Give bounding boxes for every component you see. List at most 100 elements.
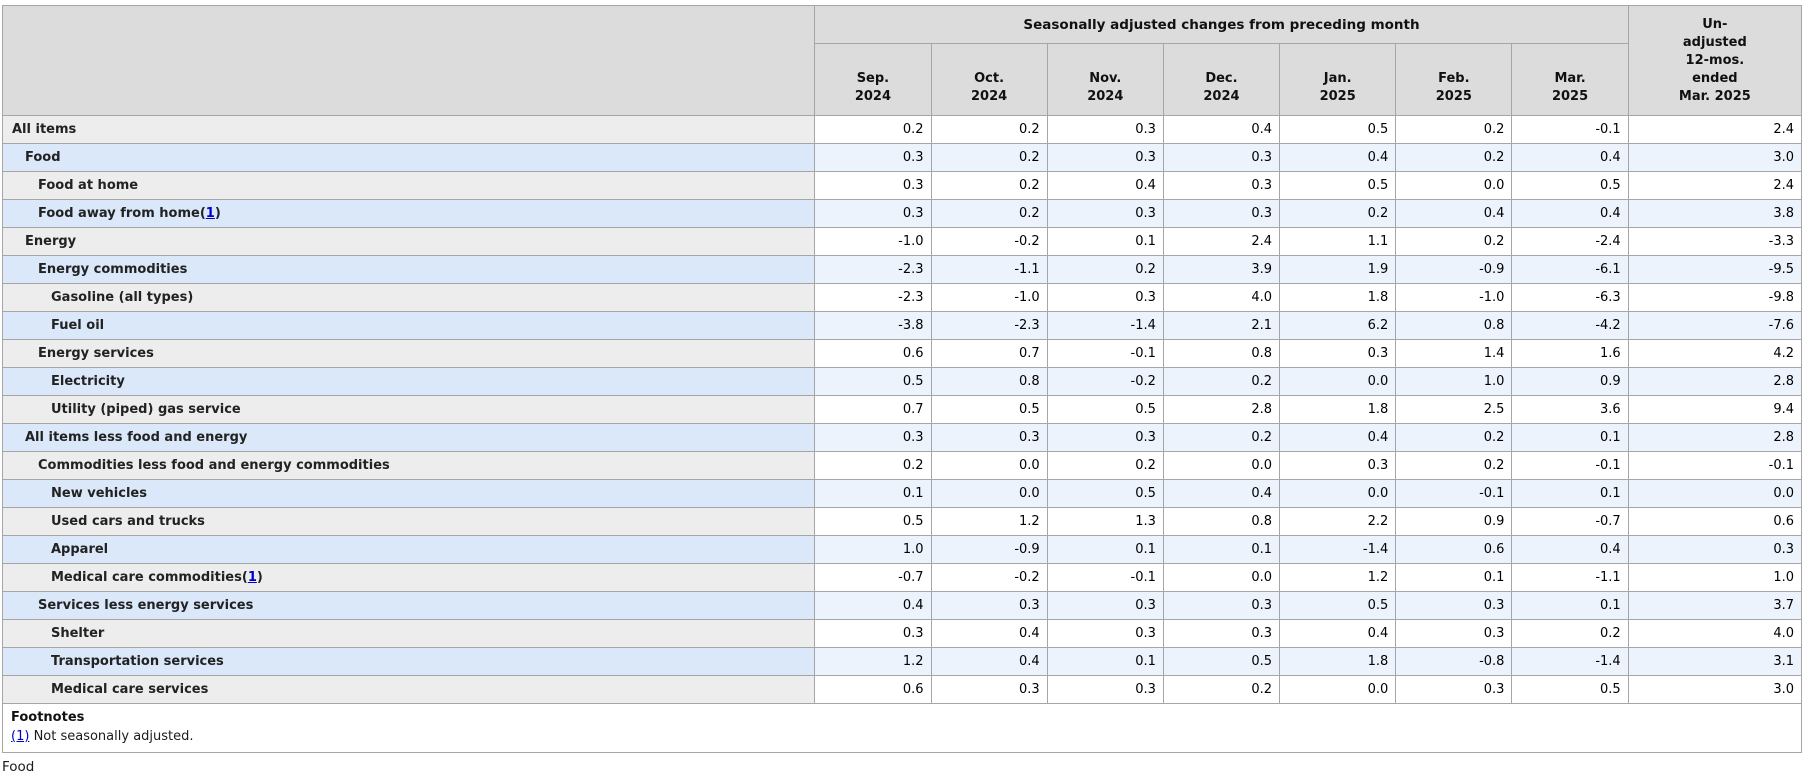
footnote-1-link[interactable]: (1) [11,729,30,744]
value-cell: 0.2 [930,143,1048,172]
cpi-table: Seasonally adjusted changes from precedi… [1,5,1803,704]
value-cell: 0.1 [1511,423,1629,452]
row-label: All items less food and energy [1,423,816,452]
value-cell: -1.4 [1279,535,1397,564]
value-cell: 0.1 [1511,479,1629,508]
value-cell: 0.4 [1279,423,1397,452]
value-cell: -2.3 [930,311,1048,340]
value-cell: 0.1 [1162,535,1281,564]
footnotes-section: Footnotes (1) Not seasonally adjusted. [2,704,1802,753]
value-cell: 0.3 [814,619,932,648]
value-cell: 0.3 [1627,535,1803,564]
value-cell: -0.7 [1511,507,1629,536]
row-label: Medical care commodities(1) [1,563,816,592]
value-cell: 2.8 [1627,423,1803,452]
value-cell: -9.5 [1627,255,1803,284]
value-cell: 0.3 [814,143,932,172]
value-cell: -0.2 [1046,367,1164,396]
value-cell: 0.5 [1511,171,1629,200]
row-label: Medical care services [1,675,816,704]
value-cell: 0.6 [1627,507,1803,536]
value-cell: 0.4 [814,591,932,620]
value-cell: 0.2 [1395,143,1513,172]
table-row: Food 0.3 0.2 0.3 0.3 0.4 0.2 0.4 3.0 [1,143,1803,172]
value-cell: 0.7 [930,339,1048,368]
value-cell: 0.2 [1511,619,1629,648]
value-cell: 0.6 [814,675,932,704]
value-cell: 0.9 [1511,367,1629,396]
row-label: Energy services [1,339,816,368]
footnote-1-text: Not seasonally adjusted. [33,729,194,744]
value-cell: 3.7 [1627,591,1803,620]
row-label: Gasoline (all types) [1,283,816,312]
footnote-ref-link[interactable]: 1 [205,206,215,221]
value-cell: 0.3 [1046,675,1164,704]
value-cell: 0.2 [1279,199,1397,228]
table-row: All items 0.2 0.2 0.3 0.4 0.5 0.2 -0.1 2.4 [1,115,1803,144]
value-cell: 0.9 [1395,507,1513,536]
value-cell: 1.0 [1627,563,1803,592]
value-cell: 0.0 [1162,563,1281,592]
value-cell: 0.2 [1162,367,1281,396]
value-cell: 0.3 [1162,619,1281,648]
value-cell: 2.8 [1162,395,1281,424]
row-label: Shelter [1,619,816,648]
value-cell: 2.4 [1627,115,1803,144]
value-cell: 0.3 [814,199,932,228]
value-cell: 1.0 [1395,367,1513,396]
row-label: New vehicles [1,479,816,508]
value-cell: 9.4 [1627,395,1803,424]
value-cell: 0.3 [814,423,932,452]
value-cell: 0.2 [930,171,1048,200]
value-cell: -1.4 [1511,647,1629,676]
value-cell: 0.4 [1162,115,1281,144]
value-cell: 0.4 [1162,479,1281,508]
value-cell: 0.5 [814,367,932,396]
table-row: Energy commodities -2.3 -1.1 0.2 3.9 1.9 -0.9-… [1,255,1803,284]
value-cell: 0.5 [1046,395,1164,424]
value-cell: 0.2 [1046,451,1164,480]
value-cell: 0.8 [1162,507,1281,536]
value-cell: 1.8 [1279,395,1397,424]
value-cell: 0.3 [1046,199,1164,228]
value-cell: 0.4 [1395,199,1513,228]
value-cell: 1.8 [1279,283,1397,312]
value-cell: -1.0 [1395,283,1513,312]
value-cell: 0.6 [814,339,932,368]
row-label: Utility (piped) gas service [1,395,816,424]
value-cell: 0.0 [1395,171,1513,200]
value-cell: -0.1 [1627,451,1803,480]
value-cell: -6.1 [1511,255,1629,284]
table-row: Electricity 0.5 0.8 -0.2 0.2 0.0 1.0 0.9 2.8 [1,367,1803,396]
value-cell: 0.2 [1162,675,1281,704]
row-label: Transportation services [1,647,816,676]
column-header-nov-2024: Nov. 2024 [1046,43,1164,116]
value-cell: 0.0 [1279,675,1397,704]
value-cell: 3.0 [1627,675,1803,704]
row-label: Services less energy services [1,591,816,620]
value-cell: 0.2 [1395,451,1513,480]
value-cell: -1.1 [930,255,1048,284]
footnote-ref-link[interactable]: 1 [247,570,257,585]
value-cell: 0.4 [1511,199,1629,228]
table-row: All items less food and energy 0.3 0.3 0.3 0… [1,423,1803,452]
value-cell: 0.8 [1162,339,1281,368]
value-cell: 0.2 [814,115,932,144]
value-cell: 0.3 [1162,591,1281,620]
value-cell: 2.4 [1627,171,1803,200]
value-cell: 3.8 [1627,199,1803,228]
table-row: Food at home 0.3 0.2 0.4 0.3 0.5 0.0 0.5 2.4 [1,171,1803,200]
next-section-heading: Food [2,759,35,775]
value-cell: -1.0 [814,227,932,256]
value-cell: 0.3 [930,675,1048,704]
value-cell: 1.3 [1046,507,1164,536]
value-cell: 0.1 [1046,535,1164,564]
value-cell: 0.0 [1627,479,1803,508]
column-header-oct-2024: Oct. 2024 [930,43,1048,116]
value-cell: 3.9 [1162,255,1281,284]
value-cell: 1.6 [1511,339,1629,368]
value-cell: -2.3 [814,283,932,312]
footnote-item: (1) Not seasonally adjusted. [11,729,1793,744]
value-cell: 0.1 [1511,591,1629,620]
value-cell: 0.1 [814,479,932,508]
